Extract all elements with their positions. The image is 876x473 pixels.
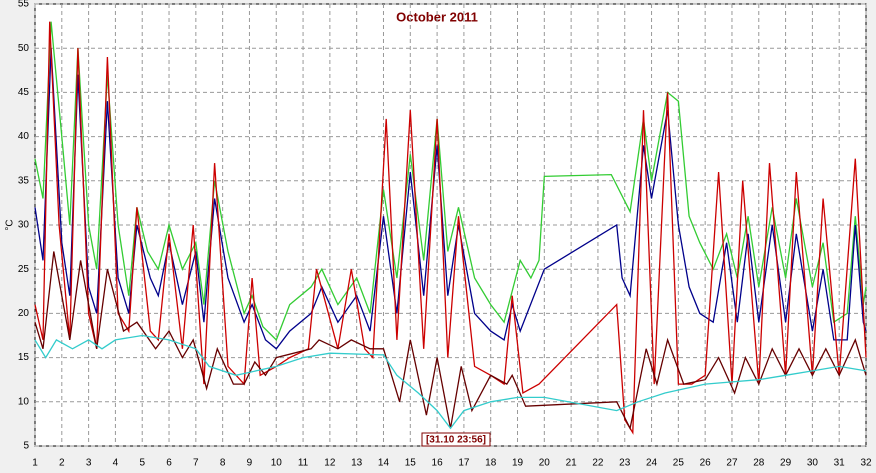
x-tick-label: 31	[834, 458, 846, 469]
x-tick-label: 20	[539, 458, 551, 469]
y-axis-label: °C	[5, 219, 16, 230]
y-tick-label: 5	[23, 441, 29, 452]
x-tick-label: 8	[220, 458, 226, 469]
x-tick-label: 21	[566, 458, 578, 469]
x-tick-label: 13	[351, 458, 363, 469]
x-tick-label: 23	[619, 458, 631, 469]
x-tick-label: 9	[247, 458, 253, 469]
y-tick-label: 45	[18, 87, 30, 98]
x-tick-label: 11	[298, 458, 309, 469]
x-tick-label: 30	[807, 458, 819, 469]
series-line	[34, 251, 867, 431]
series-line	[34, 334, 867, 430]
y-tick-label: 35	[18, 175, 30, 186]
x-tick-label: 22	[592, 458, 604, 469]
x-tick-label: 17	[458, 458, 470, 469]
x-tick-label: 14	[378, 458, 390, 469]
x-tick-label: 29	[780, 458, 792, 469]
x-tick-label: 32	[860, 458, 872, 469]
annotation: [31.10 23:56]	[426, 435, 486, 446]
x-tick-label: 18	[485, 458, 497, 469]
x-tick-label: 6	[166, 458, 172, 469]
x-tick-label: 28	[753, 458, 765, 469]
x-tick-label: 12	[324, 458, 336, 469]
x-tick-label: 4	[113, 458, 119, 469]
x-tick-label: 24	[646, 458, 658, 469]
annotation-box	[421, 432, 491, 447]
x-tick-label: 25	[673, 458, 685, 469]
y-tick-label: 55	[18, 0, 30, 10]
x-tick-label: 19	[512, 458, 524, 469]
x-tick-label: 5	[139, 458, 145, 469]
y-tick-label: 10	[18, 396, 30, 407]
x-tick-label: 3	[86, 458, 92, 469]
y-tick-label: 15	[18, 352, 30, 363]
x-tick-label: 10	[271, 458, 283, 469]
x-tick-label: 26	[700, 458, 712, 469]
series-line	[34, 21, 867, 435]
y-tick-label: 30	[18, 220, 30, 231]
chart-title: October 2011	[396, 9, 478, 24]
y-tick-label: 40	[18, 131, 30, 142]
x-tick-label: 27	[726, 458, 738, 469]
series-line	[34, 48, 867, 350]
x-tick-label: 2	[59, 458, 65, 469]
x-tick-label: 15	[405, 458, 417, 469]
x-tick-label: 16	[432, 458, 444, 469]
x-tick-label: 7	[193, 458, 199, 469]
y-tick-label: 20	[18, 308, 30, 319]
x-tick-label: 1	[32, 458, 38, 469]
y-tick-label: 25	[18, 264, 30, 275]
y-tick-label: 50	[18, 43, 30, 54]
